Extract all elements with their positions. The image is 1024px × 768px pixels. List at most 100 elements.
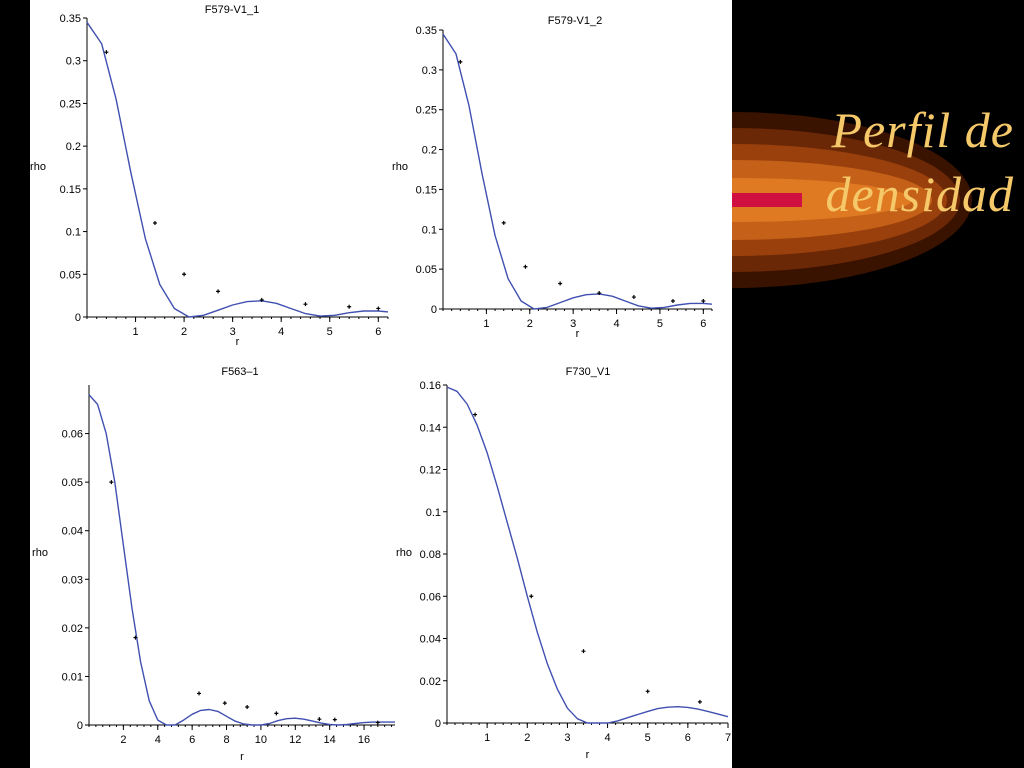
data-point (597, 291, 602, 296)
data-point (558, 281, 563, 286)
y-tick-label: 0 (75, 312, 81, 324)
x-axis-label: r (240, 751, 244, 763)
y-tick-label: 0 (435, 718, 441, 730)
y-tick-label: 0.12 (420, 465, 441, 477)
data-point (197, 691, 202, 696)
y-tick-label: 0.15 (60, 184, 81, 196)
y-tick-label: 0.04 (62, 526, 83, 538)
chart-1: 0 0.05 0.1 0.15 0.2 0.25 0.3 0.35 1 2 3 4 5 6 F579-V1_… (30, 4, 389, 348)
x-tick-label: 4 (278, 326, 284, 338)
chart-2: 0 0.05 0.1 0.15 0.2 0.25 0.3 0.35 1 2 3 4 5 6 F579-V1_… (392, 15, 713, 340)
data-point (697, 699, 702, 704)
fit-curve (88, 394, 395, 726)
data-point (259, 297, 264, 302)
x-tick-label: 5 (327, 326, 333, 338)
x-tick-label: 1 (484, 732, 490, 744)
fit-curve (446, 386, 729, 724)
x-axis-label: r (236, 336, 240, 348)
fit-curve (442, 33, 713, 310)
x-tick-label: 2 (181, 326, 187, 338)
data-point (529, 594, 534, 599)
data-point (473, 412, 478, 417)
y-tick-label: 0.15 (416, 184, 437, 196)
x-tick-label: 10 (255, 734, 267, 746)
title-line-2: densidad (825, 166, 1014, 222)
data-point (670, 299, 675, 304)
y-tick-label: 0.1 (422, 224, 437, 236)
y-axis-label: rho (30, 161, 46, 173)
x-tick-label: 4 (605, 732, 611, 744)
y-tick-label: 0.25 (60, 98, 81, 110)
x-axis-label: r (576, 328, 580, 340)
x-axis-label: r (586, 749, 590, 761)
x-tick-label: 4 (613, 318, 619, 330)
data-point (109, 480, 114, 485)
y-tick-label: 0.04 (420, 634, 441, 646)
y-axis-label: rho (32, 547, 48, 559)
x-tick-label: 8 (223, 734, 229, 746)
chart-title: F579-V1_1 (205, 4, 259, 16)
y-tick-label: 0.06 (62, 429, 83, 441)
y-tick-label: 0.3 (422, 65, 437, 77)
data-point (216, 289, 221, 294)
y-tick-label: 0.02 (62, 623, 83, 635)
data-point (523, 264, 528, 269)
y-tick-label: 0.14 (420, 422, 441, 434)
y-axis-label: rho (392, 161, 408, 173)
y-tick-label: 0.03 (62, 574, 83, 586)
x-tick-label: 3 (570, 318, 576, 330)
slide-title: Perfil de densidad (754, 98, 1014, 226)
data-point (274, 711, 279, 716)
x-tick-label: 6 (375, 326, 381, 338)
x-tick-label: 3 (564, 732, 570, 744)
data-point (182, 272, 187, 277)
x-tick-label: 1 (483, 318, 489, 330)
y-tick-label: 0.1 (426, 507, 441, 519)
y-tick-label: 0.01 (62, 671, 83, 683)
y-tick-label: 0 (77, 720, 83, 732)
data-point (701, 299, 706, 304)
x-tick-label: 6 (685, 732, 691, 744)
data-point (347, 304, 352, 309)
y-tick-label: 0.05 (62, 477, 83, 489)
data-point (501, 220, 506, 225)
y-tick-label: 0 (431, 304, 437, 316)
data-point (104, 50, 109, 55)
x-tick-label: 12 (289, 734, 301, 746)
x-tick-label: 2 (527, 318, 533, 330)
y-tick-label: 0.16 (420, 380, 441, 392)
title-glow-decoration (732, 112, 972, 288)
data-point (332, 717, 337, 722)
x-tick-label: 14 (324, 734, 336, 746)
x-tick-label: 5 (645, 732, 651, 744)
y-tick-label: 0.02 (420, 676, 441, 688)
data-point (222, 701, 227, 706)
x-tick-label: 2 (524, 732, 530, 744)
plot-panel (30, 0, 732, 768)
data-point (152, 221, 157, 226)
chart-title: F579-V1_2 (548, 15, 602, 27)
x-tick-label: 3 (230, 326, 236, 338)
data-point (631, 295, 636, 300)
chart-title: F563–1 (221, 366, 258, 378)
x-tick-label: 2 (120, 734, 126, 746)
data-point (317, 717, 322, 722)
y-tick-label: 0.05 (416, 264, 437, 276)
chart-4: 0 0.02 0.04 0.06 0.08 0.1 0.12 0.14 0.16 1 2 3 4 5 6 7 F… (396, 366, 731, 761)
chart-title: F730_V1 (566, 366, 611, 378)
data-point (133, 635, 138, 640)
data-point (645, 689, 650, 694)
x-tick-label: 6 (700, 318, 706, 330)
data-point (376, 306, 381, 311)
y-tick-label: 0.3 (66, 56, 81, 68)
x-tick-label: 1 (132, 326, 138, 338)
y-tick-label: 0.1 (66, 227, 81, 239)
title-line-1: Perfil de (831, 102, 1014, 158)
y-tick-label: 0.08 (420, 549, 441, 561)
x-tick-label: 4 (155, 734, 161, 746)
y-tick-label: 0.2 (422, 145, 437, 157)
data-point (458, 59, 463, 64)
data-point (375, 720, 380, 725)
y-tick-label: 0.35 (416, 25, 437, 37)
